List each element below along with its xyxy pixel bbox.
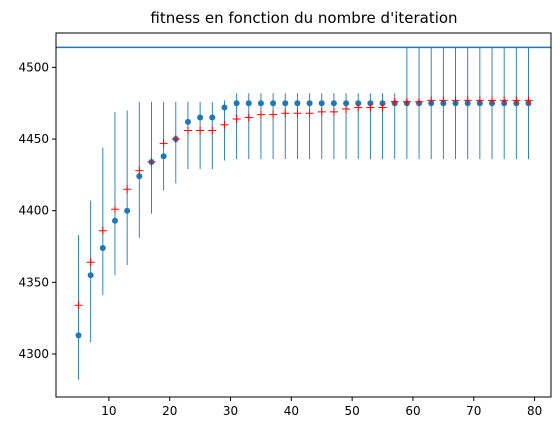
plus-marker — [378, 103, 387, 112]
data-point — [318, 100, 325, 107]
plus-marker — [329, 107, 338, 116]
data-point — [87, 272, 94, 279]
data-point — [282, 100, 289, 107]
plot-frame — [55, 32, 552, 398]
y-tick-label: 4450 — [18, 132, 49, 146]
plus-marker — [208, 126, 217, 135]
data-point — [99, 244, 106, 251]
plus-marker — [402, 97, 411, 106]
plus-marker — [86, 258, 95, 267]
plus-marker — [390, 97, 399, 106]
x-tick-label: 10 — [101, 404, 116, 418]
plus-marker — [98, 226, 107, 235]
y-tick-label: 4350 — [18, 275, 49, 289]
plus-marker — [147, 157, 156, 166]
data-point — [257, 100, 264, 107]
data-point — [124, 207, 131, 214]
plus-marker — [342, 104, 351, 113]
data-point — [111, 217, 118, 224]
axis-ticks: 10 20 30 40 50 60 70 80 4300 4350 4400 4450 4500 — [18, 60, 542, 418]
plus-marker — [488, 96, 497, 105]
data-point — [75, 332, 82, 339]
plus-marker — [293, 109, 302, 118]
data-point — [136, 173, 143, 180]
data-point — [197, 114, 204, 121]
data-point — [343, 100, 350, 107]
plus-marker — [171, 135, 180, 144]
data-point — [221, 104, 228, 111]
data-point — [294, 100, 301, 107]
x-tick-label: 70 — [466, 404, 481, 418]
plus-marker — [123, 185, 132, 194]
plus-marker — [524, 96, 533, 105]
data-point — [355, 100, 362, 107]
y-tick-label: 4300 — [18, 347, 49, 361]
plus-marker — [196, 126, 205, 135]
data-point — [233, 100, 240, 107]
data-point — [160, 153, 167, 160]
plus-marker — [427, 96, 436, 105]
plus-marker — [512, 96, 521, 105]
plus-marker — [220, 120, 229, 129]
data-point — [306, 100, 313, 107]
data-point — [245, 100, 252, 107]
plus-marker — [232, 114, 241, 123]
plus-marker — [269, 110, 278, 119]
plus-marker — [281, 109, 290, 118]
plus-marker — [366, 103, 375, 112]
x-tick-label: 40 — [284, 404, 299, 418]
plus-marker — [244, 113, 253, 122]
data-point — [270, 100, 277, 107]
plus-marker — [354, 103, 363, 112]
plus-marker — [305, 109, 314, 118]
x-tick-label: 50 — [345, 404, 360, 418]
chart-title: fitness en fonction du nombre d'iteratio… — [150, 9, 457, 27]
plus-marker — [500, 96, 509, 105]
data-point — [209, 114, 216, 121]
plus-marker — [475, 96, 484, 105]
plus-marker — [183, 126, 192, 135]
plus-marker — [110, 205, 119, 214]
data-marks — [74, 96, 533, 339]
x-tick-label: 30 — [223, 404, 238, 418]
x-tick-label: 20 — [162, 404, 177, 418]
plus-marker — [439, 96, 448, 105]
plus-marker — [317, 107, 326, 116]
plus-marker — [451, 96, 460, 105]
y-tick-label: 4400 — [18, 204, 49, 218]
plus-marker — [135, 166, 144, 175]
plus-marker — [159, 139, 168, 148]
data-point — [367, 100, 374, 107]
plus-marker — [256, 110, 265, 119]
data-point — [330, 100, 337, 107]
plus-marker — [74, 301, 83, 310]
error-bars — [78, 47, 529, 380]
x-tick-label: 80 — [527, 404, 542, 418]
x-tick-label: 60 — [405, 404, 420, 418]
y-tick-label: 4500 — [18, 60, 49, 74]
plus-marker — [415, 97, 424, 106]
data-point — [379, 100, 386, 107]
plus-marker — [463, 96, 472, 105]
data-point — [184, 118, 191, 125]
